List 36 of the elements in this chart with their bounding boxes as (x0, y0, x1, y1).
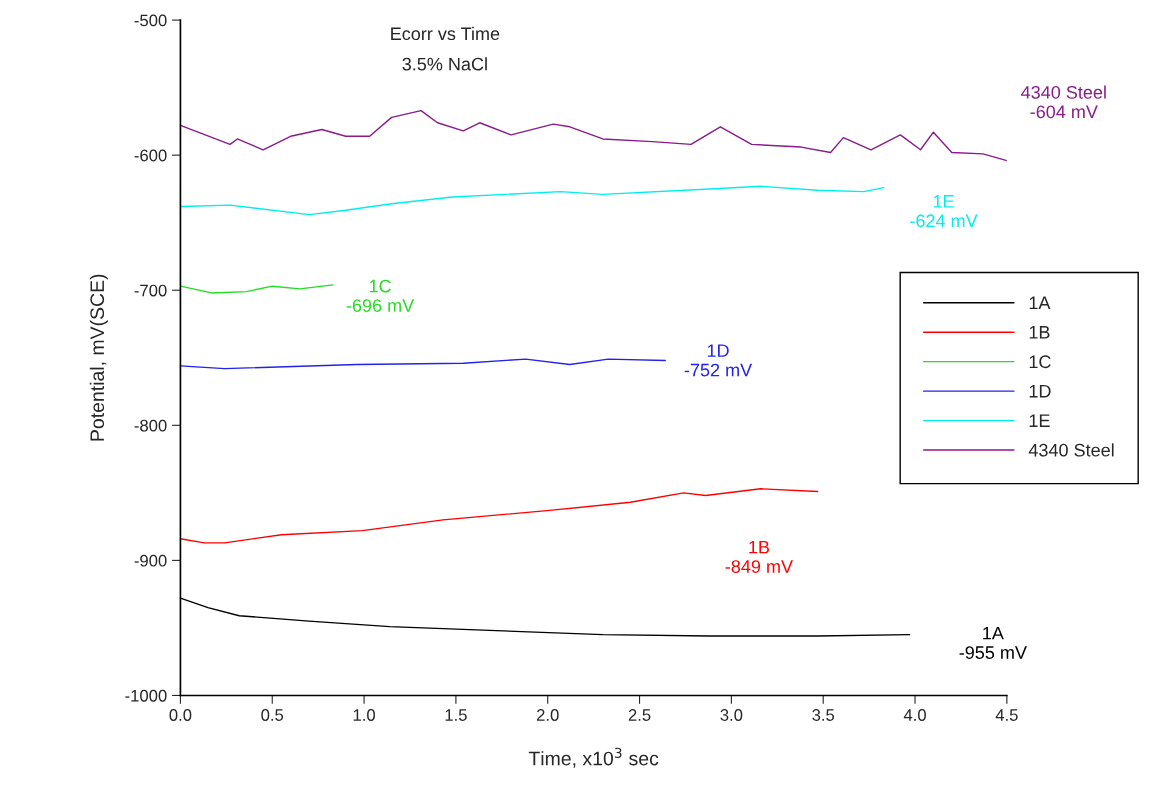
y-tick-label: -900 (134, 554, 167, 567)
legend-label: 1D (1029, 385, 1051, 398)
x-tick-label: 3.5 (812, 709, 835, 721)
x-tick-label: 1.5 (445, 709, 467, 721)
x-tick-label: 2.0 (536, 709, 559, 721)
y-tick-label: -1000 (125, 689, 167, 702)
y-axis-title: Potential, mV(SCE) (89, 274, 108, 441)
legend-label: 4340 Steel (1028, 443, 1114, 457)
x-tick-label: 0.0 (169, 709, 192, 721)
line-series (180, 109, 1007, 162)
y-tick-label: -600 (134, 149, 167, 162)
legend-label: 1E (1029, 414, 1050, 427)
text: 3.5% NaCl (402, 57, 487, 71)
annotation: 1C -696 mV (346, 279, 415, 312)
line-series (180, 284, 334, 294)
x-tick-label: 4.0 (903, 709, 926, 721)
x-tick-label: 2.5 (628, 709, 651, 721)
line-series (180, 358, 666, 370)
annotation: 1D -752 mV (684, 344, 753, 377)
x-tick-label: 1.0 (353, 709, 376, 721)
annotation: 1B -849 mV (725, 540, 793, 573)
x-tick-label: 3.0 (720, 709, 743, 721)
y-tick-label: -500 (134, 14, 167, 27)
legend-label: 1C (1029, 355, 1051, 369)
y-tick-label: -700 (134, 284, 167, 297)
y-tick-label: -800 (134, 419, 167, 432)
legend-label: 1B (1029, 326, 1050, 339)
chart-title: Ecorr vs Time (391, 26, 500, 41)
line-series (180, 185, 885, 216)
x-axis-title: Time, x10$^{3}$ sec (528, 747, 659, 768)
x-tick-label: 4.5 (995, 709, 1018, 721)
annotation: 1A -955 mV (959, 626, 1027, 659)
legend-label: 1A (1029, 296, 1051, 310)
x-tick-label: 0.5 (261, 709, 284, 721)
annotation: 4340 Steel -604 mV (1021, 85, 1106, 119)
annotation: 1E -624 mV (910, 195, 978, 228)
